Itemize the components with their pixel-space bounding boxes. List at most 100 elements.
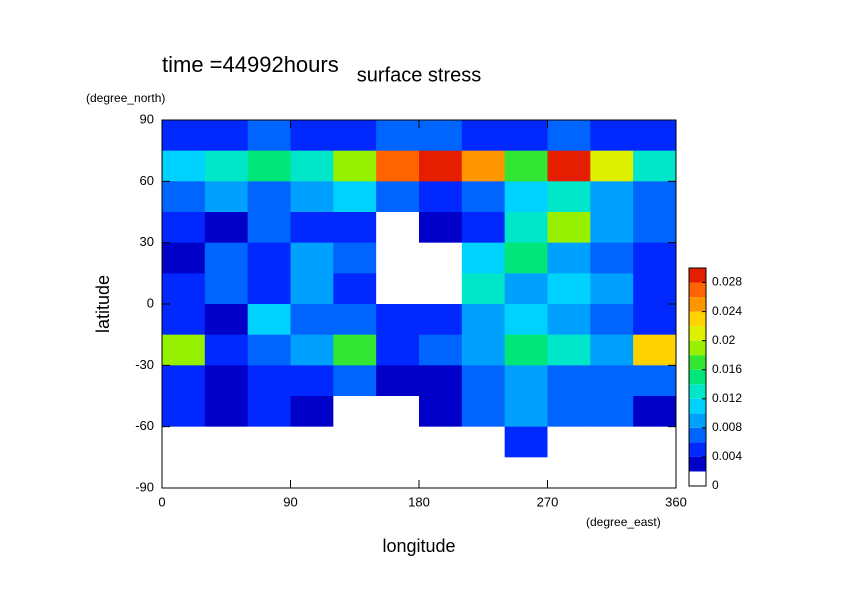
contour-cell [633, 120, 676, 152]
contour-cell [633, 273, 676, 305]
contour-cell [461, 396, 506, 428]
contour-cell [290, 150, 334, 182]
contour-cell [461, 212, 506, 244]
contour-cell [376, 212, 420, 244]
contour-cell [333, 304, 377, 336]
x-tick-label: 270 [537, 494, 559, 509]
x-tick-label: 90 [283, 494, 297, 509]
contour-cell [162, 273, 206, 305]
contour-cell [461, 304, 506, 336]
contour-cell [333, 181, 377, 213]
y-unit: (degree_north) [86, 91, 165, 105]
contour-cell [419, 212, 463, 244]
chart-title: surface stress [357, 64, 481, 86]
contour-cell [162, 426, 206, 458]
contour-cell [333, 426, 377, 458]
contour-cell [419, 396, 463, 428]
contour-cell [376, 120, 420, 152]
contour-cell [333, 242, 377, 274]
contour-cell [290, 304, 334, 336]
contour-cell [247, 212, 291, 244]
colorbar-tick-label: 0.016 [712, 362, 742, 376]
colorbar-swatch [689, 427, 706, 443]
contour-cell [590, 334, 634, 366]
colorbar-swatch [689, 369, 706, 385]
contour-cell [247, 242, 291, 274]
colorbar-swatch [689, 413, 706, 428]
colorbar-tick-label: 0.004 [712, 449, 742, 463]
contour-cell [633, 181, 676, 213]
contour-cell [590, 457, 634, 488]
colorbar-swatch [689, 268, 706, 283]
contour-cell [204, 181, 249, 213]
colorbar-tick-label: 0.02 [712, 333, 736, 347]
contour-cell [376, 181, 420, 213]
contour-cell [162, 120, 206, 152]
contour-cell [376, 334, 420, 366]
contour-cell [333, 150, 377, 182]
contour-cell [461, 334, 506, 366]
contour-cell [204, 426, 249, 458]
colorbar-swatch [689, 340, 706, 356]
colorbar-tick-label: 0.008 [712, 420, 742, 434]
contour-cell [333, 273, 377, 305]
contour-cell [461, 181, 506, 213]
contour-cell [547, 120, 591, 152]
contour-cell [461, 273, 506, 305]
contour-cell [590, 365, 634, 397]
colorbar-swatch [689, 355, 706, 370]
contour-cell [633, 304, 676, 336]
contour-cell [547, 181, 591, 213]
contour-cell [504, 120, 548, 152]
contour-cell [290, 365, 334, 397]
contour-cell [162, 242, 206, 274]
contour-cell [590, 273, 634, 305]
contour-cell [162, 334, 206, 366]
contour-cell [504, 396, 548, 428]
contour-cell [547, 334, 591, 366]
contour-cell [204, 396, 249, 428]
contour-cell [247, 426, 291, 458]
y-tick-label: -90 [135, 479, 154, 494]
contour-cell [376, 365, 420, 397]
x-tick-label: 180 [408, 494, 430, 509]
contour-cell [461, 120, 506, 152]
contour-cell [247, 457, 291, 488]
contour-cell [204, 212, 249, 244]
contour-cell [547, 365, 591, 397]
colorbar-tick-label: 0.028 [712, 275, 742, 289]
contour-cell [290, 120, 334, 152]
x-tick-label: 0 [158, 494, 165, 509]
contour-cell [633, 426, 676, 458]
contour-cell [290, 242, 334, 274]
contour-cell [333, 212, 377, 244]
contour-cell [504, 150, 548, 182]
contour-cell [590, 304, 634, 336]
colorbar-tick-label: 0 [712, 478, 719, 492]
contour-cell [162, 212, 206, 244]
colorbar-swatch [689, 471, 706, 486]
contour-cell [419, 365, 463, 397]
contour-cell [504, 426, 548, 458]
contour-cell [290, 273, 334, 305]
contour-cell [247, 304, 291, 336]
contour-cell [547, 150, 591, 182]
contour-cell [290, 212, 334, 244]
contour-cell [162, 304, 206, 336]
contour-cell [247, 273, 291, 305]
contour-cell [162, 181, 206, 213]
contour-cell [504, 304, 548, 336]
x-tick-label: 360 [665, 494, 687, 509]
colorbar-swatch [689, 384, 706, 399]
contour-cell [547, 396, 591, 428]
contour-cell [504, 242, 548, 274]
contour-cell [419, 181, 463, 213]
contour-cell [547, 212, 591, 244]
contour-cell [333, 457, 377, 488]
colorbar-swatch [689, 456, 706, 472]
contour-cell [590, 120, 634, 152]
contour-cell [419, 120, 463, 152]
contour-cell [376, 426, 420, 458]
contour-cell [204, 457, 249, 488]
